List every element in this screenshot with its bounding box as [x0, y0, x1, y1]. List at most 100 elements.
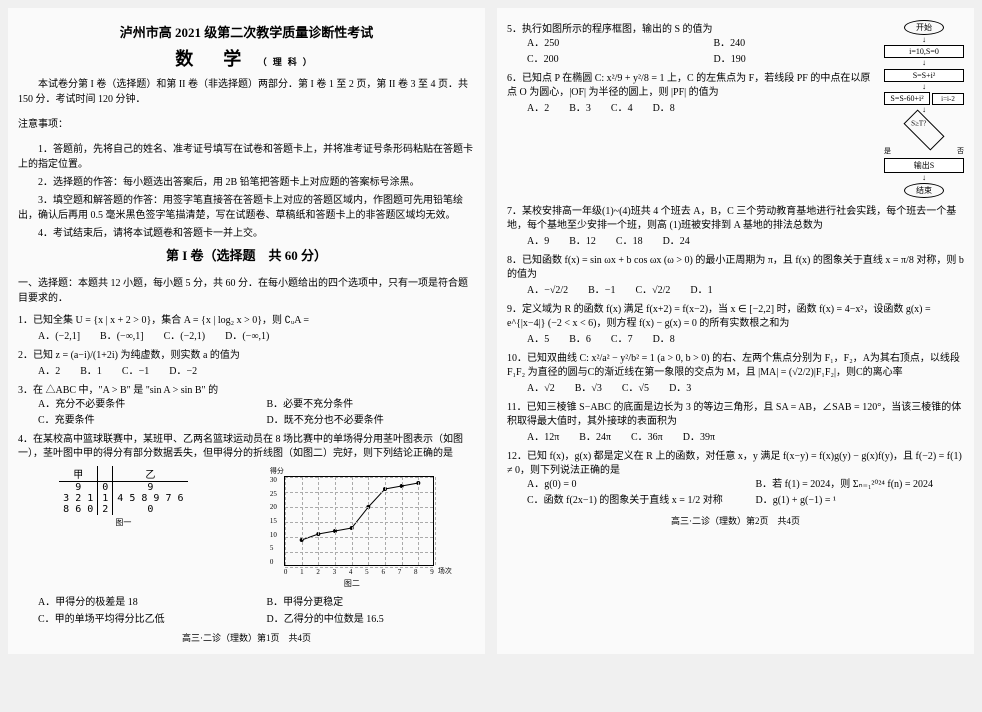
intro-text: 本试卷分第 I 卷（选择题）和第 II 卷（非选择题）两部分．第 I 卷 1 至…	[18, 75, 475, 105]
q11-stem: 11．已知三棱锥 S−ABC 的底面是边长为 3 的等边三角形，且 SA = A…	[507, 401, 964, 429]
page-2-footer: 高三·二诊（理数）第2页 共4页	[507, 514, 964, 527]
q1-opt-c: C．(−2,1)	[164, 330, 205, 344]
notice-4: 4．考试结束后，请将本试题卷和答题卡一并上交。	[18, 224, 475, 239]
q12-options: A．g(0) = 0 B．若 f(1) = 2024，则 Σₙ₌₁²⁰²⁴ f(…	[507, 478, 964, 508]
fc-arrow-1: ↓	[884, 37, 964, 43]
q7-options: A．9 B．12 C．18 D．24	[507, 235, 964, 249]
q4-stem: 4．在某校高中篮球联赛中，某班甲、乙两名篮球运动员在 8 场比赛中的单场得分用茎…	[18, 433, 475, 461]
fc-arrow-5: ↓	[884, 175, 964, 181]
q8-opt-c: C．√2/2	[635, 284, 670, 298]
notice-1: 1．答题前，先将自己的姓名、准考证号填写在试卷和答题卡上，并将准考证号条形码粘贴…	[18, 140, 475, 170]
q12-stem: 12．已知 f(x)，g(x) 都是定义在 R 上的函数，对任意 x，y 满足 …	[507, 450, 964, 478]
sl-header-right: 乙	[113, 466, 188, 482]
section-1-desc: 一、选择题：本题共 12 小题，每小题 5 分，共 60 分．在每小题给出的四个…	[18, 274, 475, 304]
fc-yes: 是	[884, 146, 891, 156]
q2-opt-a: A．2	[38, 365, 60, 379]
q1-stem: 1．已知全集 U = {x | x + 2 > 0}，集合 A = {x | l…	[18, 314, 475, 328]
q3-opt-a: A．充分不必要条件	[38, 398, 247, 412]
q1-opt-b: B．(−∞,1]	[100, 330, 144, 344]
q5-opt-a: A．250	[527, 37, 694, 51]
subject-title: 数 学 （理科）	[18, 45, 475, 71]
fc-step1: S=S+i²	[884, 69, 964, 82]
q2-opt-d: D．−2	[169, 365, 197, 379]
fc-output: 输出S	[884, 158, 964, 173]
sl-stem-header	[98, 466, 113, 482]
q8-options: A．−√2/2 B．−1 C．√2/2 D．1	[507, 284, 964, 298]
fc-no: 否	[957, 146, 964, 156]
q4-figures: 甲 乙 9 0 9 3 2 1 1 4 5 8 9 7 6	[18, 466, 475, 589]
q3-opt-c: C．充要条件	[38, 414, 247, 428]
question-12: 12．已知 f(x)，g(x) 都是定义在 R 上的函数，对任意 x，y 满足 …	[507, 450, 964, 508]
q6-opt-a: A．2	[527, 102, 549, 116]
q9-opt-d: D．8	[653, 333, 675, 347]
sl-r2-l: 8 6 0	[59, 504, 98, 515]
q8-opt-a: A．−√2/2	[527, 284, 568, 298]
q1-opt-a: A．(−2,1]	[38, 330, 80, 344]
q9-stem: 9．定义域为 R 的函数 f(x) 满足 f(x+2) = f(x−2)，当 x…	[507, 303, 964, 331]
q11-opt-b: B．24π	[579, 431, 611, 445]
flowchart: 开始 ↓ i=10,S=0 ↓ S=S+i² ↓ S=S-60+i² i=i-2…	[884, 18, 964, 200]
q3-stem: 3．在 △ABC 中，"A > B" 是 "sin A > sin B" 的	[18, 384, 475, 398]
q10-stem: 10．已知双曲线 C: x²/a² − y²/b² = 1 (a > 0, b …	[507, 352, 964, 380]
q9-opt-b: B．6	[569, 333, 591, 347]
q9-options: A．5 B．6 C．7 D．8	[507, 333, 964, 347]
q2-options: A．2 B．1 C．−1 D．−2	[18, 365, 475, 379]
linechart-title: 得分	[270, 466, 434, 476]
q10-options: A．√2 B．√3 C．√5 D．3	[507, 382, 964, 396]
q3-opt-d: D．既不充分也不必要条件	[267, 414, 476, 428]
q11-opt-a: A．12π	[527, 431, 559, 445]
q9-opt-c: C．7	[611, 333, 633, 347]
q12-opt-c: C．函数 f(2x−1) 的图象关于直线 x = 1/2 对称	[527, 494, 736, 508]
page-1-footer: 高三·二诊（理数）第1页 共4页	[18, 631, 475, 644]
q6-opt-d: D．8	[653, 102, 675, 116]
sl-r0-r: 9	[113, 482, 188, 494]
q12-opt-a: A．g(0) = 0	[527, 478, 736, 492]
q8-opt-d: D．1	[690, 284, 712, 298]
q10-opt-c: C．√5	[622, 382, 649, 396]
q12-opt-d: D．g(1) + g(−1) = ¹	[756, 494, 965, 508]
stemleaf-label: 图一	[59, 517, 187, 528]
q7-opt-c: C．18	[616, 235, 643, 249]
stem-leaf-table: 甲 乙 9 0 9 3 2 1 1 4 5 8 9 7 6	[59, 466, 187, 515]
sl-r1-r: 4 5 8 9 7 6	[113, 493, 188, 504]
q5-opt-d: D．190	[714, 53, 881, 67]
notice-2: 2．选择题的作答：每小题选出答案后，用 2B 铅笔把答题卡上对应题的答案标号涂黑…	[18, 173, 475, 188]
q10-opt-a: A．√2	[527, 382, 555, 396]
fc-loop: i=i-2	[932, 93, 964, 105]
question-3: 3．在 △ABC 中，"A > B" 是 "sin A > sin B" 的 A…	[18, 384, 475, 428]
sl-r0-s: 0	[98, 482, 113, 494]
q5-opt-b: B．240	[714, 37, 881, 51]
q4-opt-d: D．乙得分的中位数是 16.5	[267, 610, 476, 625]
page-1: 泸州市高 2021 级第二次教学质量诊断性考试 数 学 （理科） 本试卷分第 I…	[8, 8, 485, 654]
q7-opt-a: A．9	[527, 235, 549, 249]
sl-r0-l: 9	[59, 482, 98, 494]
fc-arrow-2: ↓	[884, 60, 964, 66]
q5-opt-c: C．200	[527, 53, 694, 67]
q4-opt-c: C．甲的单场平均得分比乙低	[38, 610, 247, 625]
q12-opt-b: B．若 f(1) = 2024，则 Σₙ₌₁²⁰²⁴ f(n) = 2024	[756, 478, 965, 492]
question-1: 1．已知全集 U = {x | x + 2 > 0}，集合 A = {x | l…	[18, 314, 475, 344]
q4-options: A．甲得分的极差是 18 B．甲得分更稳定 C．甲的单场平均得分比乙低 D．乙得…	[18, 593, 475, 625]
exam-paper: 泸州市高 2021 级第二次教学质量诊断性考试 数 学 （理科） 本试卷分第 I…	[8, 8, 974, 654]
q2-stem: 2．已知 z = (a−i)/(1+2i) 为纯虚数，则实数 a 的值为	[18, 349, 475, 363]
q2-opt-b: B．1	[80, 365, 102, 379]
x-axis-labels: 0123456789	[284, 568, 434, 576]
q11-opt-c: C．36π	[631, 431, 663, 445]
fc-init: i=10,S=0	[884, 45, 964, 58]
q6-opt-c: C．4	[611, 102, 633, 116]
question-7: 7．某校安排高一年级(1)~(4)班共 4 个班去 A，B，C 三个劳动教育基地…	[507, 205, 964, 249]
subject-name: 数 学	[175, 49, 247, 69]
q3-options: A．充分不必要条件 B．必要不充分条件 C．充要条件 D．既不充分也不必要条件	[18, 398, 475, 428]
question-4: 4．在某校高中篮球联赛中，某班甲、乙两名篮球运动员在 8 场比赛中的单场得分用茎…	[18, 433, 475, 461]
fc-cond: S≥T?	[911, 119, 926, 127]
q2-opt-c: C．−1	[122, 365, 149, 379]
question-11: 11．已知三棱锥 S−ABC 的底面是边长为 3 的等边三角形，且 SA = A…	[507, 401, 964, 445]
question-10: 10．已知双曲线 C: x²/a² − y²/b² = 1 (a > 0, b …	[507, 352, 964, 396]
q10-opt-b: B．√3	[575, 382, 602, 396]
q5-options: A．250 B．240 C．200 D．190	[507, 37, 880, 67]
q11-opt-d: D．39π	[683, 431, 715, 445]
q4-opt-a: A．甲得分的极差是 18	[38, 593, 247, 608]
fc-decision: S≥T?	[903, 109, 944, 150]
q7-opt-d: D．24	[663, 235, 690, 249]
q7-opt-b: B．12	[569, 235, 596, 249]
